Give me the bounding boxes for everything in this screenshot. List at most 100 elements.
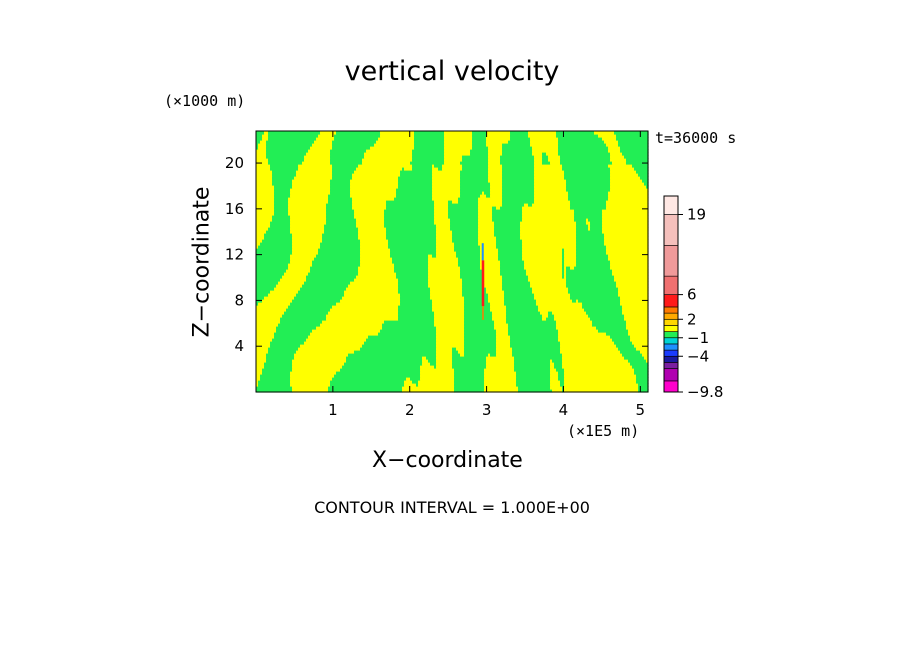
field-cell [502,167,535,171]
field-cell [398,287,431,291]
field-cell [606,206,649,210]
field-cell [290,377,333,381]
field-cell [418,380,455,384]
field-cell [422,356,427,360]
field-cell [256,209,275,213]
field-cell [534,167,563,171]
field-cell [502,170,535,174]
field-cell [430,293,463,297]
field-cell [398,182,433,186]
field-cell [610,182,645,186]
field-cell [606,200,649,204]
field-cell [294,296,343,300]
field-cell [256,350,269,354]
field-cell [488,161,501,165]
field-cell [534,197,569,201]
field-cell [356,221,385,225]
field-cell [646,359,649,363]
field-cell [492,209,523,213]
field-cell [386,200,435,204]
field-cell [288,203,327,207]
field-cell [414,140,445,144]
field-cell [274,206,289,210]
field-cell [436,254,457,258]
field-cell [390,251,437,255]
field-cell [428,278,463,282]
field-cell [550,380,561,384]
field-cell [632,164,649,168]
field-cell [576,227,589,231]
field-cell [268,134,319,138]
field-cell [292,179,331,183]
field-cell [562,254,565,258]
field-cell [432,308,465,312]
field-cell [350,191,397,195]
field-cell [618,290,649,294]
field-cell [256,206,275,210]
field-cell [262,134,269,138]
field-cell [360,242,389,246]
field-cell [534,155,543,159]
field-cell [576,254,609,258]
field-cell [330,161,363,165]
field-cell [290,224,325,228]
field-cell [612,272,649,276]
field-cell [626,323,649,327]
field-cell [500,272,527,276]
field-cell [492,215,523,219]
field-cell [500,269,527,273]
field-cell [496,335,511,339]
field-cell [564,254,577,258]
field-cell [458,350,465,354]
field-cell [560,350,621,354]
y-tick-label: 16 [225,200,244,218]
field-cell [256,380,259,384]
field-cell [610,266,649,270]
field-cell [302,284,349,288]
field-cell [464,350,497,354]
field-cell [528,275,563,279]
field-cell [302,161,331,165]
field-cell [282,314,327,318]
field-cell [434,311,465,315]
colorbar-swatch [663,214,679,246]
field-cell [602,218,649,222]
field-cell [286,308,331,312]
field-cell [436,365,453,369]
field-cell [378,332,437,336]
field-cell [478,227,495,231]
field-cell [268,137,317,141]
field-cell [340,299,401,303]
field-cell [522,251,563,255]
field-cell [576,230,603,234]
field-cell [486,359,515,363]
field-cell [502,182,535,186]
field-cell [604,239,649,243]
field-cell [520,236,577,240]
field-cell [478,230,495,234]
field-cell [436,362,453,366]
field-cell [256,155,267,159]
field-cell [566,182,611,186]
field-cell [352,200,387,204]
field-cell [620,146,649,150]
colorbar-swatch [663,337,679,345]
field-cell [256,374,261,378]
field-cell [386,230,437,234]
field-cell [358,233,387,237]
field-cell [486,362,515,366]
field-cell [492,317,507,321]
field-cell [568,194,609,198]
field-cell [614,275,649,279]
field-cell [298,164,333,168]
field-cell [504,296,535,300]
field-cell [510,134,529,138]
field-cell [428,359,437,363]
field-cell [612,161,627,165]
field-cell [360,263,395,267]
field-cell [606,203,649,207]
field-cell [564,377,637,381]
field-cell [560,344,617,348]
field-cell [450,224,479,228]
field-cell [352,176,399,180]
